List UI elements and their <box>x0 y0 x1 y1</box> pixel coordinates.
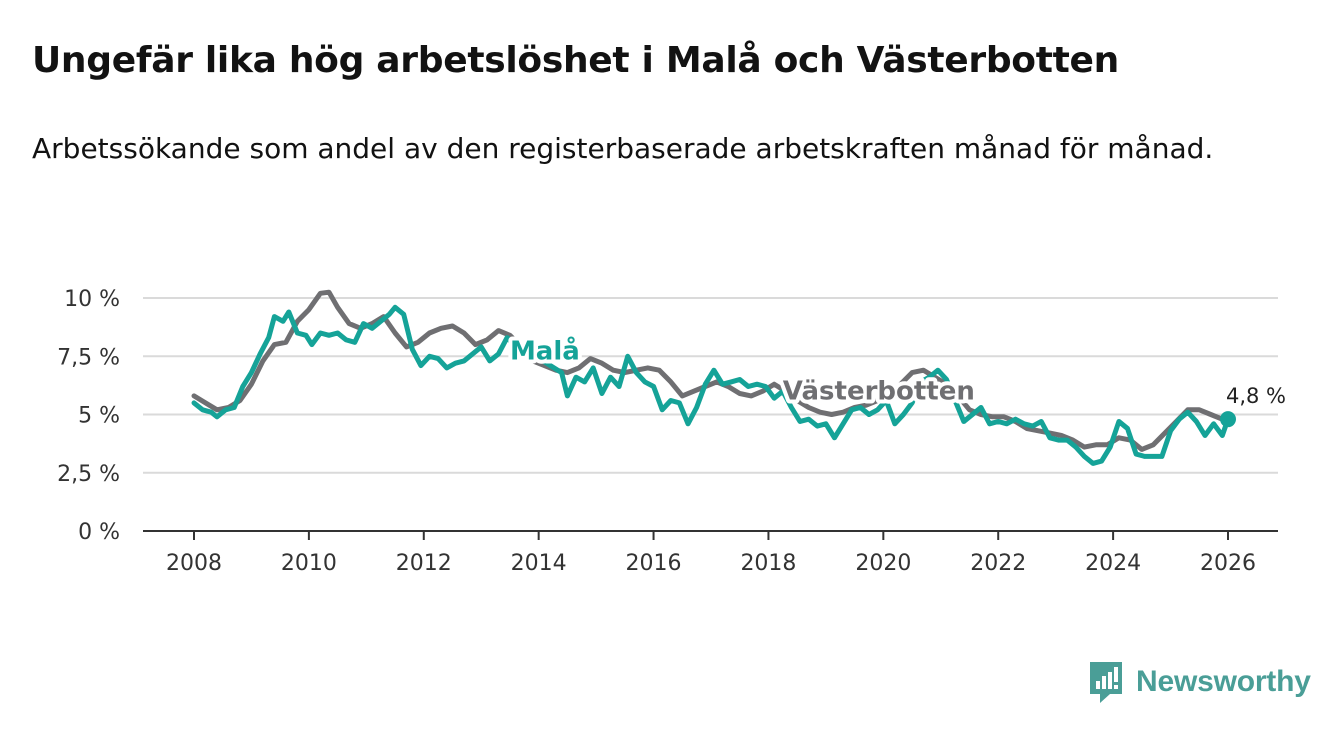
y-tick-label: 10 % <box>64 287 120 312</box>
x-tick-label: 2024 <box>1085 551 1141 576</box>
last-value-label: 4,8 % <box>1226 384 1286 408</box>
brand-name: Newsworthy <box>1136 665 1311 698</box>
y-tick-label: 5 % <box>78 404 120 429</box>
x-tick-label: 2014 <box>511 551 567 576</box>
chart-subtitle: Arbetssökande som andel av den registerb… <box>32 132 1214 165</box>
x-tick-label: 2018 <box>740 551 796 576</box>
x-tick-label: 2020 <box>855 551 911 576</box>
series-label-vasterbotten: Västerbotten <box>783 376 975 406</box>
x-tick-label: 2010 <box>281 551 337 576</box>
x-tick-label: 2016 <box>626 551 682 576</box>
series-label-mala: Malå <box>510 335 580 367</box>
series-labels: Västerbotten Malå 4,8 % <box>506 331 1289 428</box>
axes: 0 % 2,5 % 5 % 7,5 % 10 % 2008 2010 2012 2014 2016… <box>57 287 1278 576</box>
y-tick-label: 2,5 % <box>57 462 120 487</box>
x-tick-label: 2012 <box>396 551 452 576</box>
last-value-marker <box>1220 411 1236 428</box>
series-line-mala <box>191 304 1231 466</box>
chart-title: Ungefär lika hög arbetslöshet i Malå och… <box>32 40 1120 81</box>
x-tick-label: 2022 <box>970 551 1026 576</box>
x-tick-label: 2026 <box>1200 551 1256 576</box>
y-tick-label: 0 % <box>78 520 120 545</box>
y-tick-label: 7,5 % <box>57 345 120 370</box>
series-lines <box>191 289 1231 466</box>
x-tick-label: 2008 <box>166 551 222 576</box>
brand-logo: Newsworthy <box>1088 660 1311 704</box>
newsworthy-logo-icon <box>1090 662 1122 703</box>
